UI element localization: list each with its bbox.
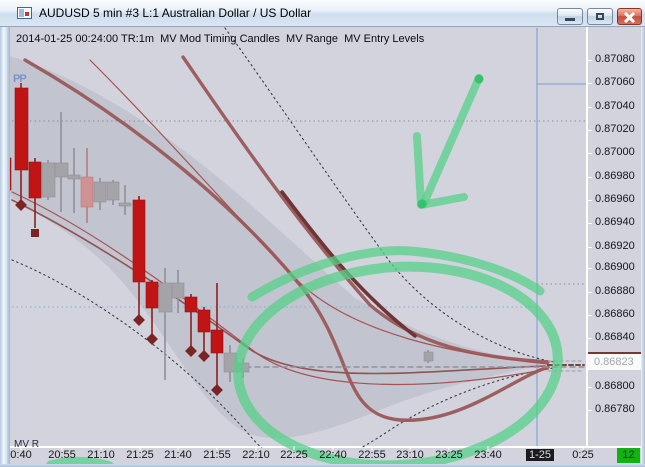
time-axis-label: 22:40 [319, 449, 347, 461]
restore-button[interactable] [587, 8, 613, 25]
price-axis-tick [588, 83, 592, 84]
candle-body [236, 362, 250, 373]
price-axis-tick [588, 223, 592, 224]
time-axis-label: 22:55 [358, 449, 386, 461]
candle-body [28, 161, 42, 199]
candle-body [41, 162, 56, 198]
price-axis-label: 0.86920 [595, 240, 635, 252]
time-axis-tick [139, 446, 141, 450]
price-axis-label: 0.87040 [595, 100, 635, 112]
time-axis-label: 23:40 [474, 449, 502, 461]
price-axis-tick [588, 130, 592, 131]
time-axis-label: 0:25 [572, 449, 594, 461]
pivot-point-label: PP [13, 73, 27, 85]
candle-body [132, 199, 146, 283]
price-axis-label: 0.86900 [595, 261, 635, 273]
price-axis-tick [588, 387, 592, 388]
price-axis-label: 0.86880 [595, 285, 635, 297]
price-axis-label: 0.87060 [595, 76, 635, 88]
candle-body [14, 87, 29, 171]
window-title: AUDUSD 5 min #3 L:1 Australian Dollar / … [39, 6, 312, 20]
time-axis-label: 21:25 [126, 449, 154, 461]
time-axis-label: 22:10 [242, 449, 270, 461]
candle-body [118, 202, 132, 207]
chart-status-line: 2014-01-25 00:24:00 TR:1m MV Mod Timing … [16, 33, 425, 45]
price-axis-label: 0.86940 [595, 216, 635, 228]
price-axis-label: 0.86860 [595, 308, 635, 320]
candle-body [145, 281, 159, 309]
price-axis-tick [588, 177, 592, 178]
counter-badge: 12 [617, 448, 640, 463]
date-label: 1-25 [525, 449, 555, 461]
price-axis-tick [588, 153, 592, 154]
price-axis-tick [588, 268, 592, 269]
candle-body [158, 282, 173, 313]
time-axis-tick [216, 446, 218, 450]
candle-body [210, 329, 224, 354]
price-axis-tick [588, 247, 592, 248]
indicator-label-clipped: MV R [14, 439, 39, 448]
price-axis-label: 0.87020 [595, 123, 635, 135]
candle-body [80, 176, 94, 208]
restore-icon [596, 13, 604, 20]
price-axis-label: 0.86960 [595, 193, 635, 205]
minimize-button[interactable] [557, 8, 583, 25]
current-price-box: 0.86823 [588, 352, 641, 370]
candle-body [197, 309, 211, 333]
chart-area[interactable]: 2014-01-25 00:24:00 TR:1m MV Mod Timing … [10, 27, 586, 448]
candle-body [184, 296, 198, 313]
price-axis-label: 0.86840 [595, 331, 635, 343]
candle-body [93, 181, 107, 203]
price-axis-tick [588, 200, 592, 201]
time-axis-label: 0:40 [10, 449, 32, 461]
app-icon [17, 7, 32, 19]
time-axis-tick [100, 446, 102, 450]
price-axis-label: 0.87080 [595, 53, 635, 65]
time-axis-label: 23:25 [435, 449, 463, 461]
price-axis-tick [588, 315, 592, 316]
candle-body [223, 352, 238, 373]
price-axis-tick [588, 60, 592, 61]
minimize-icon [565, 18, 575, 21]
candle-body [10, 157, 12, 191]
window-frame-left [0, 27, 10, 467]
time-axis-label: 21:40 [164, 449, 192, 461]
price-axis-tick [588, 410, 592, 411]
window-frame-right [641, 27, 645, 467]
price-axis-label: 0.86980 [595, 170, 635, 182]
time-axis-tick [61, 446, 63, 450]
candle-body [423, 351, 434, 362]
price-axis-tick [588, 107, 592, 108]
time-axis-label: 21:10 [87, 449, 115, 461]
title-bar[interactable]: AUDUSD 5 min #3 L:1 Australian Dollar / … [0, 0, 645, 27]
price-chart [10, 27, 586, 448]
diamond-marker [146, 333, 158, 345]
price-axis-label: 0.86780 [595, 403, 635, 415]
close-button[interactable] [617, 8, 642, 25]
candle-body [67, 174, 81, 180]
price-axis-tick [588, 292, 592, 293]
time-axis-label: 21:55 [203, 449, 231, 461]
price-axis[interactable]: 0.86823 0.87080 0.87060 0.87040 0.87020 0.87… [586, 27, 641, 448]
time-axis-tick [177, 446, 179, 450]
time-axis-label: 20:55 [48, 449, 76, 461]
price-axis-label: 0.87000 [595, 146, 635, 158]
time-axis-tick [20, 446, 22, 450]
candle-body [54, 162, 69, 178]
time-axis[interactable]: 0:40 20:55 21:10 21:25 21:40 21:55 22:10 22:25 2… [0, 446, 645, 464]
time-axis-label: 22:25 [280, 449, 308, 461]
square-marker [31, 229, 39, 237]
time-axis-label: 23:10 [396, 449, 424, 461]
current-price-value: 0.86823 [594, 356, 634, 368]
time-axis-tick [582, 446, 584, 450]
candle-body [106, 181, 120, 201]
price-axis-label: 0.86800 [595, 380, 635, 392]
candle-body [171, 282, 185, 299]
price-axis-tick [588, 338, 592, 339]
diamond-marker [133, 314, 145, 326]
